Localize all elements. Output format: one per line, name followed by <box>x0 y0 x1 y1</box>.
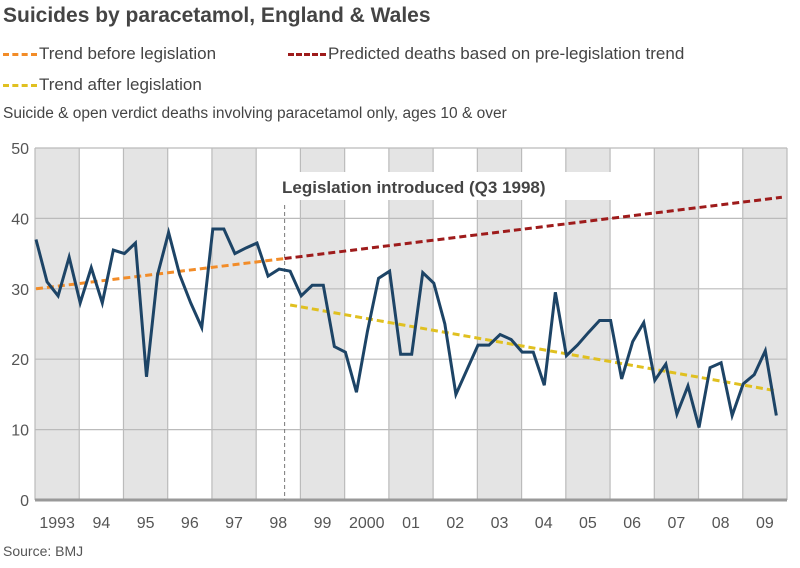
x-tick-label: 07 <box>668 515 686 532</box>
legend-label: Trend before legislation <box>39 44 217 63</box>
legend-trend-before: Trend before legislation <box>3 44 216 64</box>
x-tick-label: 09 <box>756 515 774 532</box>
year-band <box>565 148 611 500</box>
source-note: Source: BMJ <box>3 543 84 559</box>
x-tick-label: 95 <box>137 515 155 532</box>
legend-label: Trend after legislation <box>39 75 202 94</box>
x-tick-label: 01 <box>402 515 420 532</box>
legend-label: Predicted deaths based on pre-legislatio… <box>328 44 685 63</box>
legend-predicted: Predicted deaths based on pre-legislatio… <box>288 44 684 64</box>
y-tick-label: 20 <box>11 352 29 369</box>
year-band <box>477 148 522 500</box>
y-tick-label: 30 <box>11 282 29 299</box>
deaths-series-line <box>34 226 778 428</box>
x-tick-label: 1993 <box>39 515 75 532</box>
trend-before-line <box>35 257 285 291</box>
annotation-background <box>276 172 631 200</box>
legend-swatch-yellow <box>3 84 37 88</box>
x-tick-label: 97 <box>225 515 243 532</box>
annotation-label: Legislation introduced (Q3 1998) <box>282 178 546 197</box>
chart-subtitle: Suicide & open verdict deaths involving … <box>3 105 507 122</box>
x-tick-label: 02 <box>446 515 464 532</box>
x-tick-label: 94 <box>92 515 110 532</box>
year-band <box>654 148 699 500</box>
x-tick-label: 98 <box>269 515 287 532</box>
year-band <box>300 148 345 500</box>
x-tick-label: 08 <box>712 515 730 532</box>
y-tick-label: 50 <box>11 141 29 158</box>
x-tick-label: 96 <box>181 515 199 532</box>
year-band <box>123 148 168 500</box>
x-tick-label: 2000 <box>349 515 385 532</box>
y-tick-label: 40 <box>11 211 29 228</box>
x-tick-label: 05 <box>579 515 597 532</box>
year-band <box>35 148 80 500</box>
x-tick-label: 03 <box>491 515 509 532</box>
legend-swatch-red <box>288 53 326 57</box>
legend-swatch-orange <box>3 53 37 57</box>
x-tick-label: 06 <box>623 515 641 532</box>
x-tick-label: 99 <box>314 515 332 532</box>
y-tick-label: 10 <box>11 423 29 440</box>
predicted-trend-line <box>284 195 783 261</box>
legend-trend-after: Trend after legislation <box>3 75 202 95</box>
chart-title: Suicides by paracetamol, England & Wales <box>3 4 431 27</box>
year-band <box>742 148 787 500</box>
year-band <box>211 148 257 500</box>
y-tick-label: 0 <box>20 493 29 510</box>
x-tick-label: 04 <box>535 515 553 532</box>
